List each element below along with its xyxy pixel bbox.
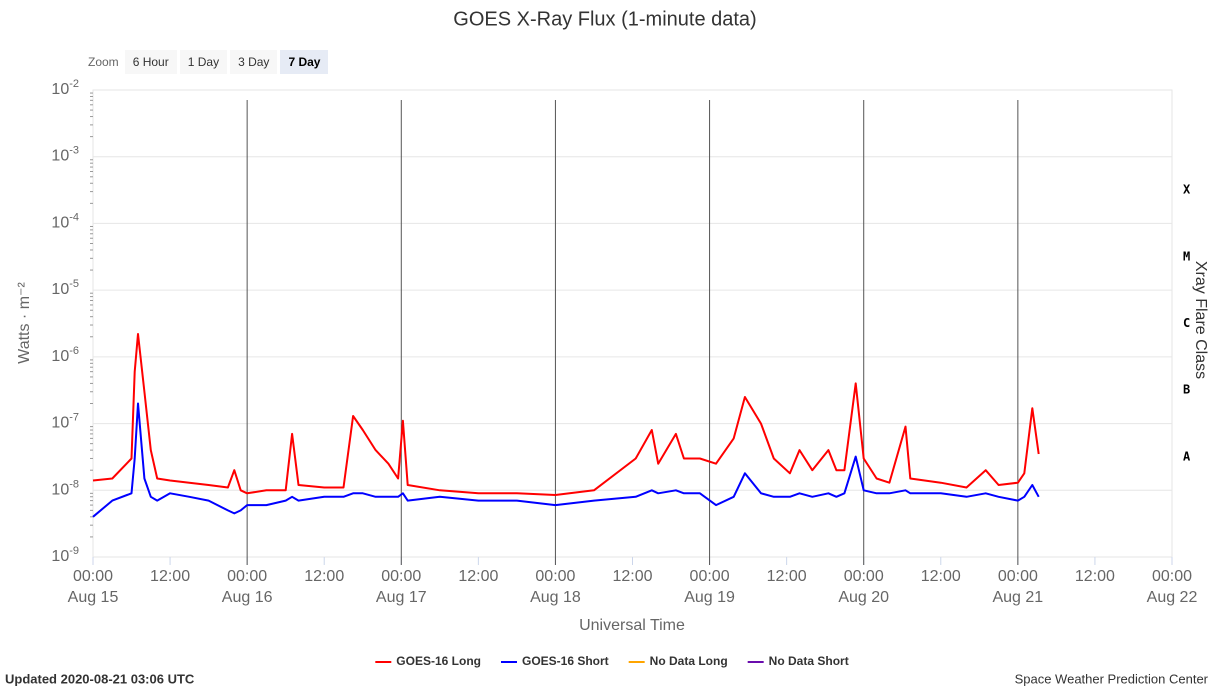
legend-label: No Data Long [650,654,728,668]
y-tick-base: 10 [51,81,69,98]
y-tick-exp: -4 [69,211,79,223]
series-line [92,333,1040,496]
y-tick-label: 10-7 [51,411,79,431]
x-tick-date: Aug 22 [1147,589,1198,606]
y-tick-label: 10-9 [51,545,79,565]
zoom-button[interactable]: 3 Day [230,50,278,74]
footer-updated: Updated 2020-08-21 03:06 UTC [5,671,195,686]
y2-axis-label: Xray Flare Class [1192,261,1209,379]
y-tick-label: 10-4 [51,211,79,231]
x-tick-label: 00:00 [1152,568,1192,585]
chart-title: GOES X-Ray Flux (1-minute data) [453,8,756,30]
y-tick-base: 10 [51,281,69,298]
x-tick-label: 00:00 [690,568,730,585]
x-tick-label: 12:00 [767,568,807,585]
y-tick-exp: -9 [69,545,79,557]
y-tick-base: 10 [51,415,69,432]
x-tick-date: Aug 19 [684,589,735,606]
plot-area [92,89,1173,558]
legend-label: GOES-16 Short [522,654,609,668]
x-tick-label: 12:00 [612,568,652,585]
zoom-bar: Zoom 6 Hour 1 Day 3 Day 7 Day [88,50,331,74]
x-tick-label: 12:00 [458,568,498,585]
y-tick-base: 10 [51,348,69,365]
legend-label: GOES-16 Long [396,654,481,668]
x-tick-label: 12:00 [1075,568,1115,585]
zoom-button[interactable]: 1 Day [179,50,228,74]
y-tick-exp: -3 [69,145,79,157]
x-tick-date: Aug 16 [222,589,273,606]
y-tick-exp: -8 [69,478,79,490]
x-tick-label: 00:00 [73,568,113,585]
zoom-button[interactable]: 6 Hour [124,50,177,74]
x-tick-date: Aug 17 [376,589,427,606]
flare-class-label: C [1183,316,1190,330]
x-tick-date: Aug 21 [992,589,1043,606]
flare-class-label: A [1183,449,1191,463]
y-tick-exp: -6 [69,345,79,357]
x-tick-date: Aug 20 [838,589,889,606]
x-tick-label: 12:00 [921,568,961,585]
y-tick-label: 10-3 [51,145,79,165]
x-tick-label: 00:00 [844,568,884,585]
x-tick-date: Aug 18 [530,589,581,606]
y-axis-label: Watts · m⁻² [16,282,33,364]
flare-class-label: X [1183,183,1191,197]
y-tick-label: 10-8 [51,478,79,498]
flare-class-label: M [1183,249,1190,263]
legend-label: No Data Short [769,654,849,668]
x-tick-label: 12:00 [304,568,344,585]
x-tick-label: 00:00 [535,568,575,585]
footer-credit: Space Weather Prediction Center [1015,671,1209,686]
x-tick-date: Aug 15 [68,589,119,606]
y-tick-base: 10 [51,148,69,165]
y-tick-exp: -5 [69,278,79,290]
x-tick-label: 00:00 [381,568,421,585]
y-tick-base: 10 [51,215,69,232]
x-tick-label: 00:00 [998,568,1038,585]
x-axis-label: Universal Time [579,617,685,634]
zoom-label: Zoom [88,55,119,69]
y-tick-label: 10-6 [51,345,79,365]
y-tick-exp: -7 [69,411,79,423]
zoom-button[interactable]: 7 Day [280,50,329,74]
y-tick-base: 10 [51,548,69,565]
x-tick-label: 00:00 [227,568,267,585]
x-tick-label: 12:00 [150,568,190,585]
series-line [92,402,1040,518]
y-tick-base: 10 [51,482,69,499]
flare-class-label: B [1183,383,1190,397]
y-tick-label: 10-5 [51,278,79,298]
y-tick-label: 10-2 [51,78,79,98]
y-tick-exp: -2 [69,78,79,90]
legend: GOES-16 Long GOES-16 Short No Data Long No … [375,654,849,668]
